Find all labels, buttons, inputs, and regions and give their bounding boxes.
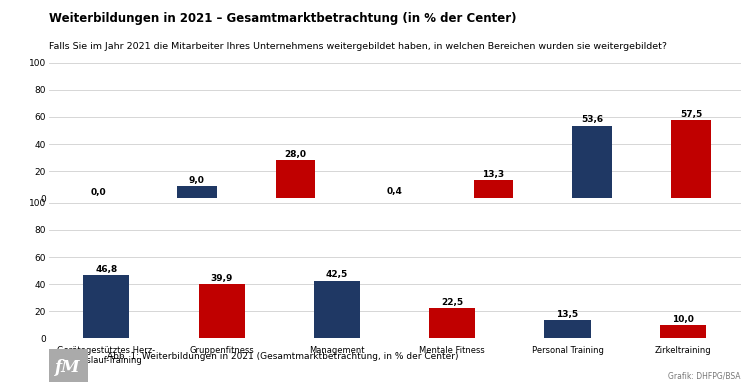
- Text: Falls Sie im Jahr 2021 die Mitarbeiter Ihres Unternehmens weitergebildet haben, : Falls Sie im Jahr 2021 die Mitarbeiter I…: [49, 42, 666, 51]
- Bar: [660, 325, 706, 339]
- Bar: [198, 284, 245, 339]
- Bar: [314, 281, 360, 339]
- Text: Grafik: DHFPG/BSA: Grafik: DHFPG/BSA: [668, 371, 741, 380]
- Bar: [177, 186, 217, 198]
- Bar: [473, 180, 513, 198]
- Text: 42,5: 42,5: [326, 270, 348, 279]
- Text: 0,0: 0,0: [91, 188, 106, 197]
- Text: 28,0: 28,0: [285, 150, 307, 159]
- Text: 9,0: 9,0: [189, 176, 205, 185]
- Text: fM: fM: [55, 359, 81, 376]
- Bar: [545, 320, 591, 339]
- Bar: [671, 120, 711, 198]
- Text: 22,5: 22,5: [441, 298, 463, 307]
- Text: 57,5: 57,5: [680, 110, 702, 119]
- Bar: [429, 308, 475, 339]
- Text: 10,0: 10,0: [672, 314, 694, 324]
- Text: Weiterbildungen in 2021 – Gesamtmarktbetrachtung (in % der Center): Weiterbildungen in 2021 – Gesamtmarktbet…: [49, 12, 516, 25]
- Bar: [83, 275, 129, 339]
- Bar: [572, 126, 612, 198]
- Text: 0,4: 0,4: [387, 187, 402, 197]
- Text: Abb. 1: Weiterbildungen in 2021 (Gesamtmarktbetrachtung, in % der Center): Abb. 1: Weiterbildungen in 2021 (Gesamtm…: [108, 352, 459, 361]
- Bar: [276, 160, 316, 198]
- Text: 13,3: 13,3: [482, 170, 504, 179]
- Text: 53,6: 53,6: [581, 115, 604, 124]
- Text: 46,8: 46,8: [95, 264, 117, 274]
- Text: 13,5: 13,5: [557, 310, 579, 319]
- Text: 39,9: 39,9: [210, 274, 233, 283]
